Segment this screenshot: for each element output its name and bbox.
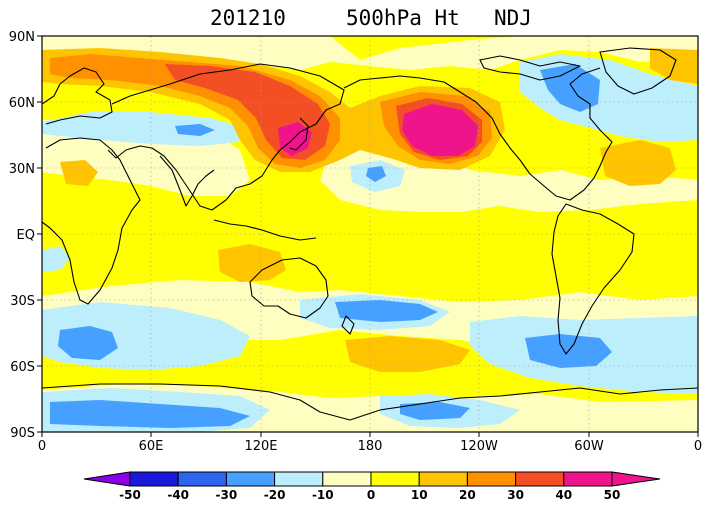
coast-asia (107, 63, 345, 211)
y-tick-label: 30S (10, 294, 35, 309)
y-tick-label: 60N (9, 96, 35, 111)
colorbar-segment (466, 471, 517, 487)
y-tick-label: 30N (9, 162, 35, 177)
x-tick-label: 120W (460, 439, 498, 454)
x-tick-label: 60W (574, 439, 604, 454)
map-plot-area (42, 36, 698, 432)
title-variable: 500hPa Ht (346, 6, 460, 30)
x-tick-label: 0 (694, 439, 702, 454)
coast-australia (249, 257, 329, 319)
colorbar-label: 20 (459, 488, 476, 502)
x-tick-label: 120E (244, 439, 277, 454)
colorbar-arrow-high (611, 471, 661, 487)
anomaly-fill-mid-blue (50, 64, 612, 428)
colorbar-segment (370, 471, 420, 487)
colorbar-segment (225, 471, 276, 487)
colorbar-label: 50 (604, 488, 621, 502)
y-axis-labels: 90N 60N 30N EQ 30S 60S 90S (9, 30, 35, 441)
colorbar-segment (274, 471, 324, 487)
y-tick-label: EQ (17, 228, 35, 243)
x-tick-label: 60E (139, 439, 164, 454)
coast-india (159, 155, 215, 207)
y-tick-label: 90S (10, 426, 35, 441)
axis-ticks (37, 35, 699, 437)
colorbar-label: -20 (264, 488, 286, 502)
colorbar: -50 -40 -30 -20 -10 0 10 20 30 40 50 (83, 471, 661, 502)
colorbar-label: 30 (507, 488, 524, 502)
colorbar-segment (418, 471, 468, 487)
colorbar-label: -40 (167, 488, 189, 502)
coastlines (42, 47, 698, 421)
colorbar-label: -30 (216, 488, 238, 502)
coast-south-america (551, 203, 635, 355)
colorbar-label: -50 (119, 488, 141, 502)
colorbar-label: -10 (312, 488, 334, 502)
x-tick-label: 0 (38, 439, 46, 454)
x-axis-labels: 0 60E 120E 180 120W 60W 0 (38, 439, 702, 454)
coast-japan (289, 117, 309, 151)
title: 201210 500hPa Ht NDJ (210, 6, 532, 30)
title-date: 201210 (210, 6, 286, 30)
coast-europe (42, 67, 113, 125)
coast-indonesia (213, 219, 317, 241)
title-season: NDJ (494, 6, 532, 30)
colorbar-arrow-low (83, 471, 131, 487)
coast-canada-islands (479, 55, 581, 81)
colorbar-segment (129, 471, 179, 487)
colorbar-segment (563, 471, 613, 487)
colorbar-label: 10 (411, 488, 428, 502)
colorbar-label: 40 (555, 488, 572, 502)
coast-north-america (343, 67, 613, 201)
colorbar-segment (177, 471, 227, 487)
y-tick-label: 90N (9, 30, 35, 45)
graticule (42, 36, 698, 432)
colorbar-segment (515, 471, 565, 487)
y-tick-label: 60S (10, 360, 35, 375)
x-tick-label: 180 (358, 439, 383, 454)
coast-newzealand (341, 315, 355, 335)
coast-greenland (599, 47, 677, 95)
coast-antarctica (42, 383, 698, 421)
colorbar-segment (322, 471, 372, 487)
coast-africa (42, 137, 141, 305)
colorbar-label: 0 (367, 488, 375, 502)
